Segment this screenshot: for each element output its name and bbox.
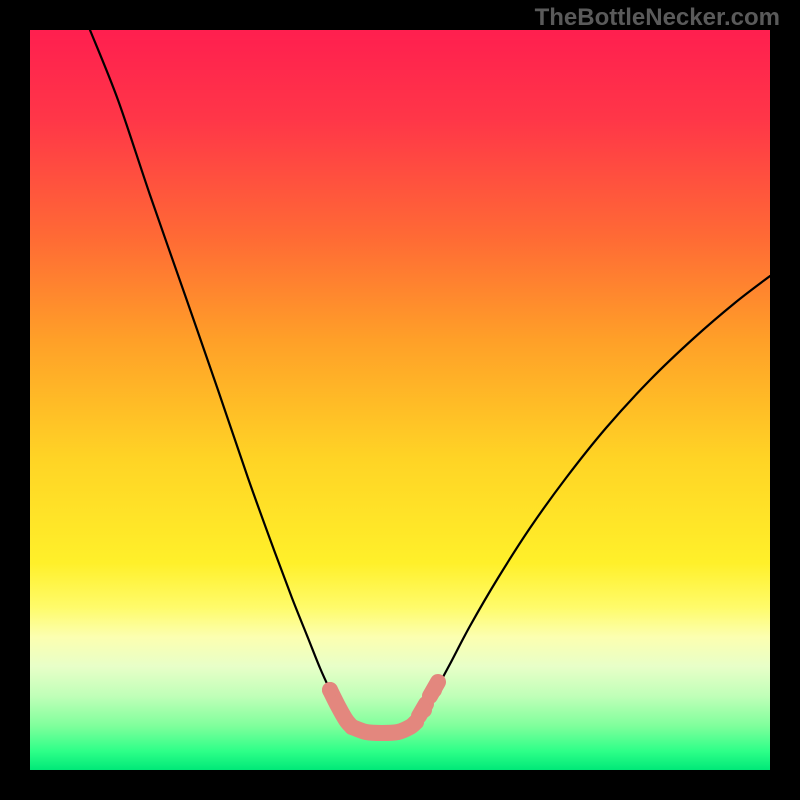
plot-gradient-area: [30, 30, 770, 770]
watermark-text: TheBottleNecker.com: [535, 4, 780, 32]
chart-frame: TheBottleNecker.com: [0, 0, 800, 800]
